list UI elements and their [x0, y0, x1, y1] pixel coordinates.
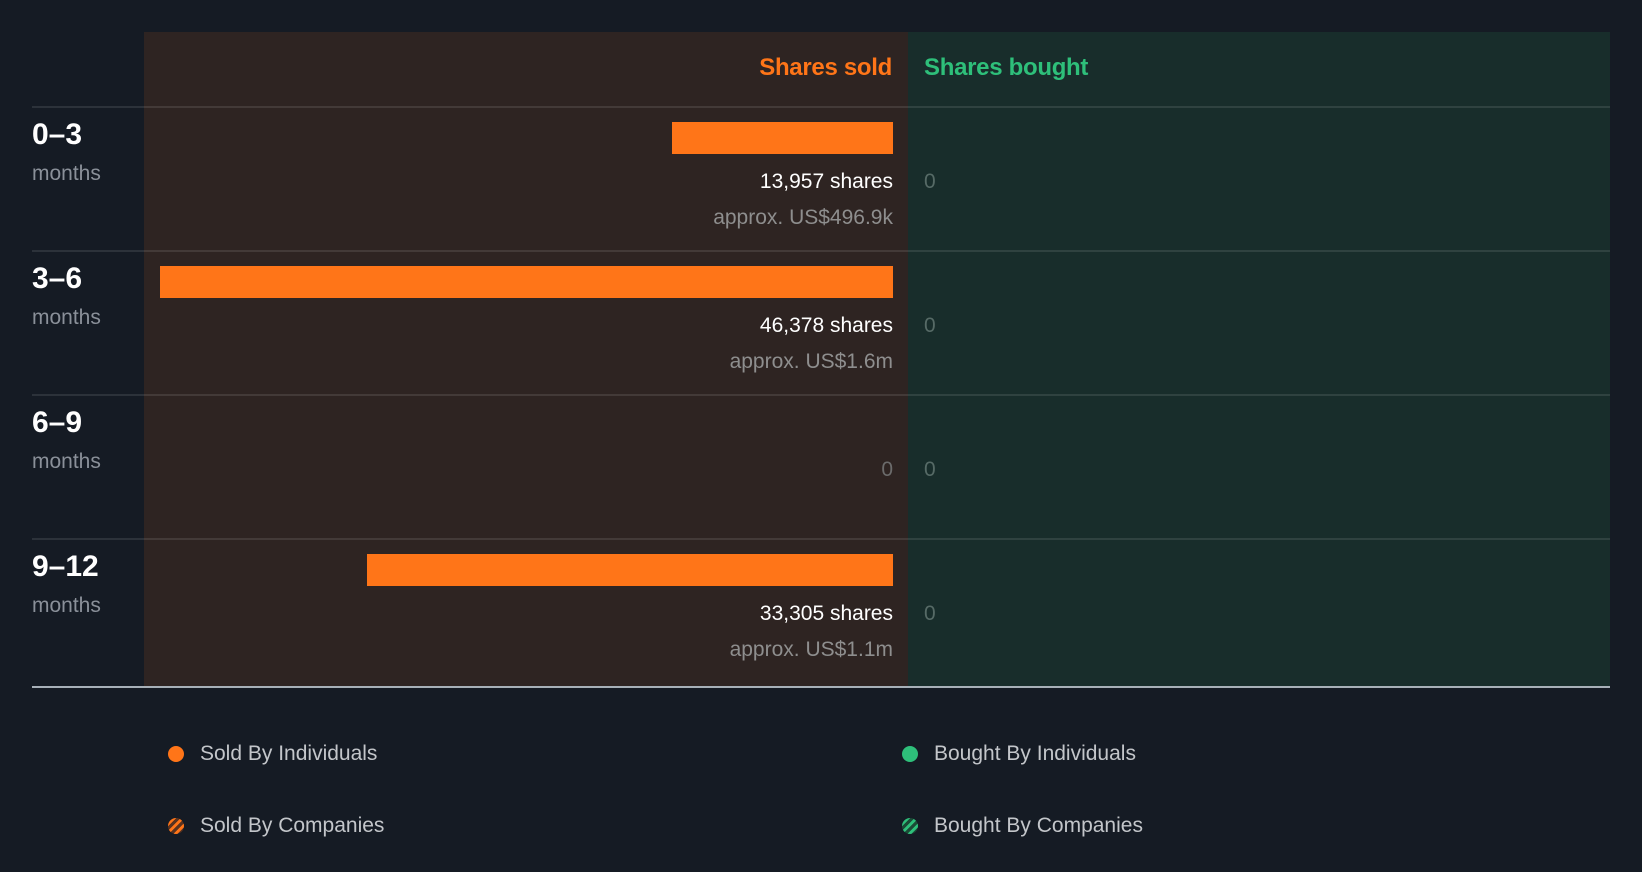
- sold-shares-count: 13,957 shares: [759, 170, 893, 193]
- period-range: 6–9: [32, 406, 83, 439]
- solid-green-dot-icon: [902, 746, 918, 762]
- bought-column: [908, 32, 1610, 688]
- period-unit: months: [32, 594, 101, 617]
- sold-approx-value: approx. US$496.9k: [713, 206, 893, 229]
- sold-bar[interactable]: [367, 554, 893, 586]
- insider-trading-chart: Shares sold Shares bought 0–3 months 13,…: [32, 32, 1610, 688]
- bought-shares-count: 0: [924, 170, 936, 193]
- legend-label: Bought By Individuals: [934, 742, 1136, 765]
- hatched-green-dot-icon: [902, 818, 918, 834]
- period-label: 6–9 months: [32, 406, 101, 474]
- shares-sold-header: Shares sold: [759, 54, 892, 81]
- bought-shares-count: 0: [924, 458, 936, 481]
- period-row: 3–6 months 46,378 shares approx. US$1.6m…: [32, 250, 1610, 394]
- hatched-orange-dot-icon: [168, 818, 184, 834]
- period-range: 3–6: [32, 262, 83, 295]
- sold-approx-value: approx. US$1.1m: [729, 638, 893, 661]
- period-label: 0–3 months: [32, 118, 101, 186]
- legend-bought-companies[interactable]: Bought By Companies: [902, 814, 1143, 838]
- solid-orange-dot-icon: [168, 746, 184, 762]
- period-row: 6–9 months 0 0: [32, 394, 1610, 538]
- legend-sold-companies[interactable]: Sold By Companies: [168, 814, 384, 838]
- bought-shares-count: 0: [924, 602, 936, 625]
- sold-approx-value: approx. US$1.6m: [729, 350, 893, 373]
- period-row: 9–12 months 33,305 shares approx. US$1.1…: [32, 538, 1610, 682]
- legend-label: Sold By Companies: [200, 814, 385, 837]
- period-unit: months: [32, 162, 101, 185]
- legend-sold-individuals[interactable]: Sold By Individuals: [168, 742, 377, 766]
- period-range: 9–12: [32, 550, 99, 583]
- period-range: 0–3: [32, 118, 83, 151]
- legend-bought-individuals[interactable]: Bought By Individuals: [902, 742, 1136, 766]
- sold-bar[interactable]: [160, 266, 893, 298]
- bought-shares-count: 0: [924, 314, 936, 337]
- sold-shares-count: 0: [881, 458, 893, 481]
- period-label: 9–12 months: [32, 550, 101, 618]
- period-label: 3–6 months: [32, 262, 101, 330]
- period-row: 0–3 months 13,957 shares approx. US$496.…: [32, 106, 1610, 250]
- legend-label: Sold By Individuals: [200, 742, 378, 765]
- chart-baseline: [32, 686, 1610, 688]
- shares-bought-header: Shares bought: [924, 54, 1089, 81]
- sold-shares-count: 33,305 shares: [759, 602, 893, 625]
- period-unit: months: [32, 450, 101, 473]
- sold-bar[interactable]: [672, 122, 893, 154]
- sold-shares-count: 46,378 shares: [759, 314, 893, 337]
- period-unit: months: [32, 306, 101, 329]
- legend-label: Bought By Companies: [934, 814, 1143, 837]
